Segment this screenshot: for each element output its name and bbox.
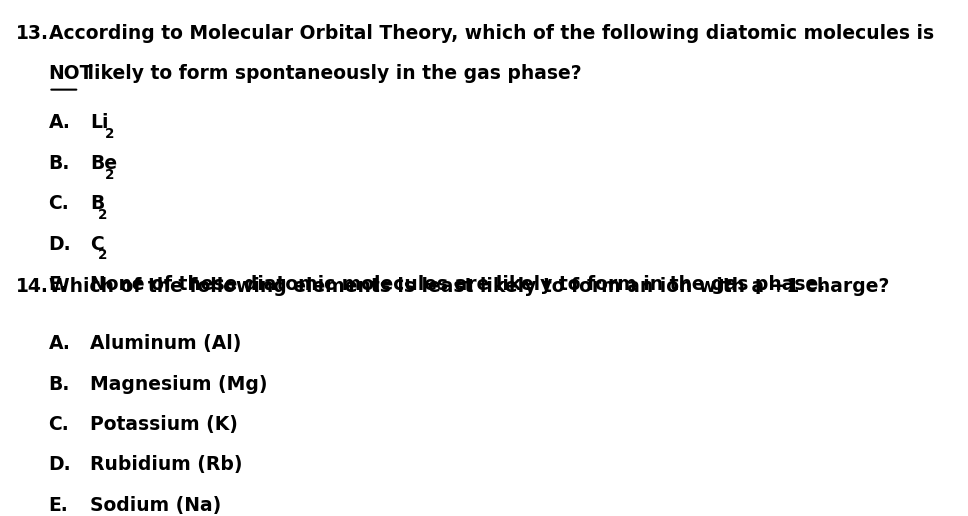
Text: E.: E. (48, 496, 69, 515)
Text: B.: B. (48, 154, 70, 173)
Text: D.: D. (48, 235, 71, 253)
Text: A.: A. (48, 334, 71, 353)
Text: A.: A. (48, 114, 71, 132)
Text: 2: 2 (106, 168, 114, 182)
Text: D.: D. (48, 456, 71, 475)
Text: 13.: 13. (15, 24, 48, 43)
Text: C.: C. (48, 194, 70, 213)
Text: According to Molecular Orbital Theory, which of the following diatomic molecules: According to Molecular Orbital Theory, w… (48, 24, 933, 43)
Text: None of these diatomic molecules are likely to form in the gas phase.: None of these diatomic molecules are lik… (90, 275, 826, 294)
Text: 2: 2 (98, 248, 106, 263)
Text: C.: C. (48, 415, 70, 434)
Text: likely to form spontaneously in the gas phase?: likely to form spontaneously in the gas … (81, 64, 582, 83)
Text: 2: 2 (98, 208, 106, 222)
Text: C: C (90, 235, 104, 253)
Text: Rubidium (Rb): Rubidium (Rb) (90, 456, 243, 475)
Text: E.: E. (48, 275, 69, 294)
Text: 14.: 14. (15, 278, 48, 297)
Text: Li: Li (90, 114, 108, 132)
Text: Magnesium (Mg): Magnesium (Mg) (90, 375, 267, 394)
Text: Sodium (Na): Sodium (Na) (90, 496, 222, 515)
Text: Which of the following elements is least likely to form an ion with a +1 charge?: Which of the following elements is least… (48, 278, 889, 297)
Text: B.: B. (48, 375, 70, 394)
Text: NOT: NOT (48, 64, 93, 83)
Text: Potassium (K): Potassium (K) (90, 415, 238, 434)
Text: Be: Be (90, 154, 117, 173)
Text: B: B (90, 194, 105, 213)
Text: 2: 2 (106, 127, 114, 141)
Text: Aluminum (Al): Aluminum (Al) (90, 334, 241, 353)
